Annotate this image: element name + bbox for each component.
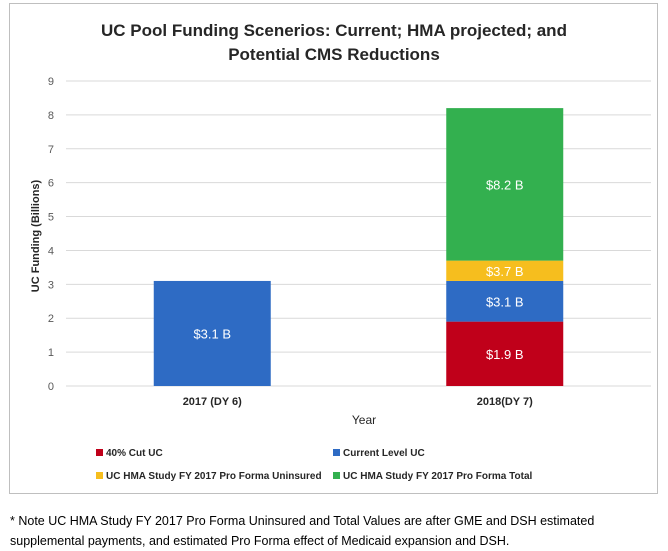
y-tick-label: 4 [48, 245, 54, 257]
legend-label: UC HMA Study FY 2017 Pro Forma Uninsured [106, 471, 322, 482]
y-axis-ticks: 0 1 2 3 4 5 6 7 8 9 [48, 76, 54, 393]
y-tick-label: 0 [48, 381, 54, 393]
chart-title: UC Pool Funding Scenerios: Current; HMA … [101, 21, 567, 64]
bar-segment [446, 260, 564, 281]
bar-segment [446, 321, 564, 386]
bar-segment [446, 280, 564, 322]
bar-segment [446, 108, 564, 261]
legend-swatch [333, 449, 340, 456]
chart-title-line-1: UC Pool Funding Scenerios: Current; HMA … [101, 21, 567, 40]
x-axis-label: Year [352, 413, 376, 427]
legend-swatch [96, 472, 103, 479]
legend: 40% Cut UC Current Level UC UC HMA Study F… [96, 448, 533, 482]
data-label: $8.2 B [486, 177, 524, 192]
x-category-label: 2017 (DY 6) [183, 396, 242, 408]
legend-swatch [96, 449, 103, 456]
bars [153, 108, 564, 386]
data-label: $3.7 B [486, 264, 524, 279]
legend-label: Current Level UC [343, 448, 425, 459]
x-axis-categories: 2017 (DY 6) 2018(DY 7) [183, 396, 533, 408]
chart-title-line-2: Potential CMS Reductions [228, 45, 440, 64]
y-tick-label: 3 [48, 279, 54, 291]
bar-segment [153, 280, 271, 386]
y-tick-label: 9 [48, 76, 54, 88]
legend-label: 40% Cut UC [106, 448, 163, 459]
y-axis-label: UC Funding (Billions) [30, 179, 42, 292]
legend-swatch [333, 472, 340, 479]
footnote: * Note UC HMA Study FY 2017 Pro Forma Un… [10, 514, 595, 548]
y-tick-label: 2 [48, 313, 54, 325]
y-tick-label: 6 [48, 178, 54, 190]
chart-frame: UC Pool Funding Scenerios: Current; HMA … [9, 3, 658, 494]
y-tick-label: 1 [48, 347, 54, 359]
y-tick-label: 7 [48, 144, 54, 156]
data-label: $3.1 B [486, 294, 524, 309]
y-tick-label: 8 [48, 110, 54, 122]
chart-svg: UC Pool Funding Scenerios: Current; HMA … [30, 21, 651, 482]
x-category-label: 2018(DY 7) [477, 396, 533, 408]
data-labels: $3.1 B $1.9 B $3.1 B $3.7 B $8.2 B [193, 177, 523, 361]
legend-label: UC HMA Study FY 2017 Pro Forma Total [343, 471, 533, 482]
data-label: $3.1 B [193, 326, 231, 341]
data-label: $1.9 B [486, 347, 524, 362]
y-tick-label: 5 [48, 212, 54, 224]
